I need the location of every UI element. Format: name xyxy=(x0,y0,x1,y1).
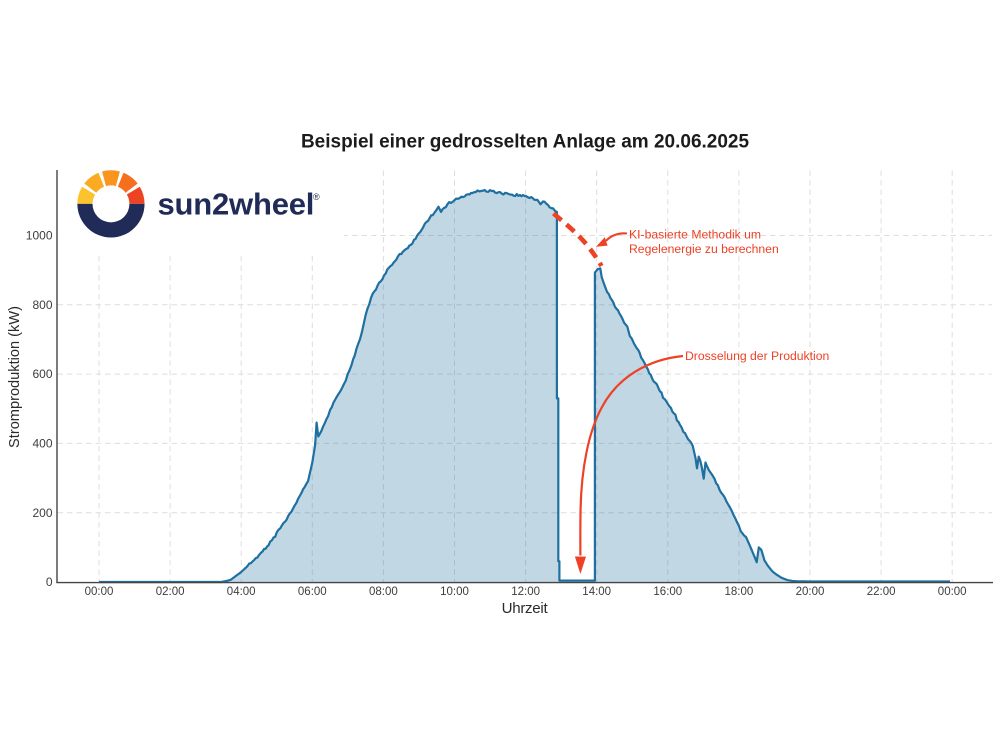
svg-text:20:00: 20:00 xyxy=(796,586,825,598)
svg-text:600: 600 xyxy=(32,367,52,381)
svg-text:sun2wheel: sun2wheel xyxy=(158,187,315,222)
svg-text:02:00: 02:00 xyxy=(156,586,185,598)
svg-text:®: ® xyxy=(313,192,320,202)
svg-text:10:00: 10:00 xyxy=(440,586,469,598)
svg-text:12:00: 12:00 xyxy=(511,586,540,598)
svg-text:00:00: 00:00 xyxy=(85,586,114,598)
svg-text:04:00: 04:00 xyxy=(227,586,256,598)
svg-text:16:00: 16:00 xyxy=(653,586,682,598)
svg-text:400: 400 xyxy=(32,437,52,451)
svg-text:06:00: 06:00 xyxy=(298,586,327,598)
svg-text:Uhrzeit: Uhrzeit xyxy=(502,600,549,617)
svg-text:08:00: 08:00 xyxy=(369,586,398,598)
svg-text:Beispiel einer gedrosselten An: Beispiel einer gedrosselten Anlage am 20… xyxy=(301,131,750,152)
svg-text:Stromproduktion (kW): Stromproduktion (kW) xyxy=(7,306,23,448)
svg-text:Regelenergie zu berechnen: Regelenergie zu berechnen xyxy=(629,242,779,256)
svg-text:14:00: 14:00 xyxy=(582,586,611,598)
svg-text:Drosselung der Produktion: Drosselung der Produktion xyxy=(685,349,829,363)
svg-text:00:00: 00:00 xyxy=(938,586,967,598)
svg-text:200: 200 xyxy=(32,506,52,520)
svg-text:800: 800 xyxy=(32,298,52,312)
svg-text:1000: 1000 xyxy=(26,229,53,243)
svg-text:18:00: 18:00 xyxy=(725,586,754,598)
svg-text:22:00: 22:00 xyxy=(867,586,896,598)
svg-text:0: 0 xyxy=(46,575,53,589)
svg-text:KI-basierte Methodik um: KI-basierte Methodik um xyxy=(629,228,761,242)
